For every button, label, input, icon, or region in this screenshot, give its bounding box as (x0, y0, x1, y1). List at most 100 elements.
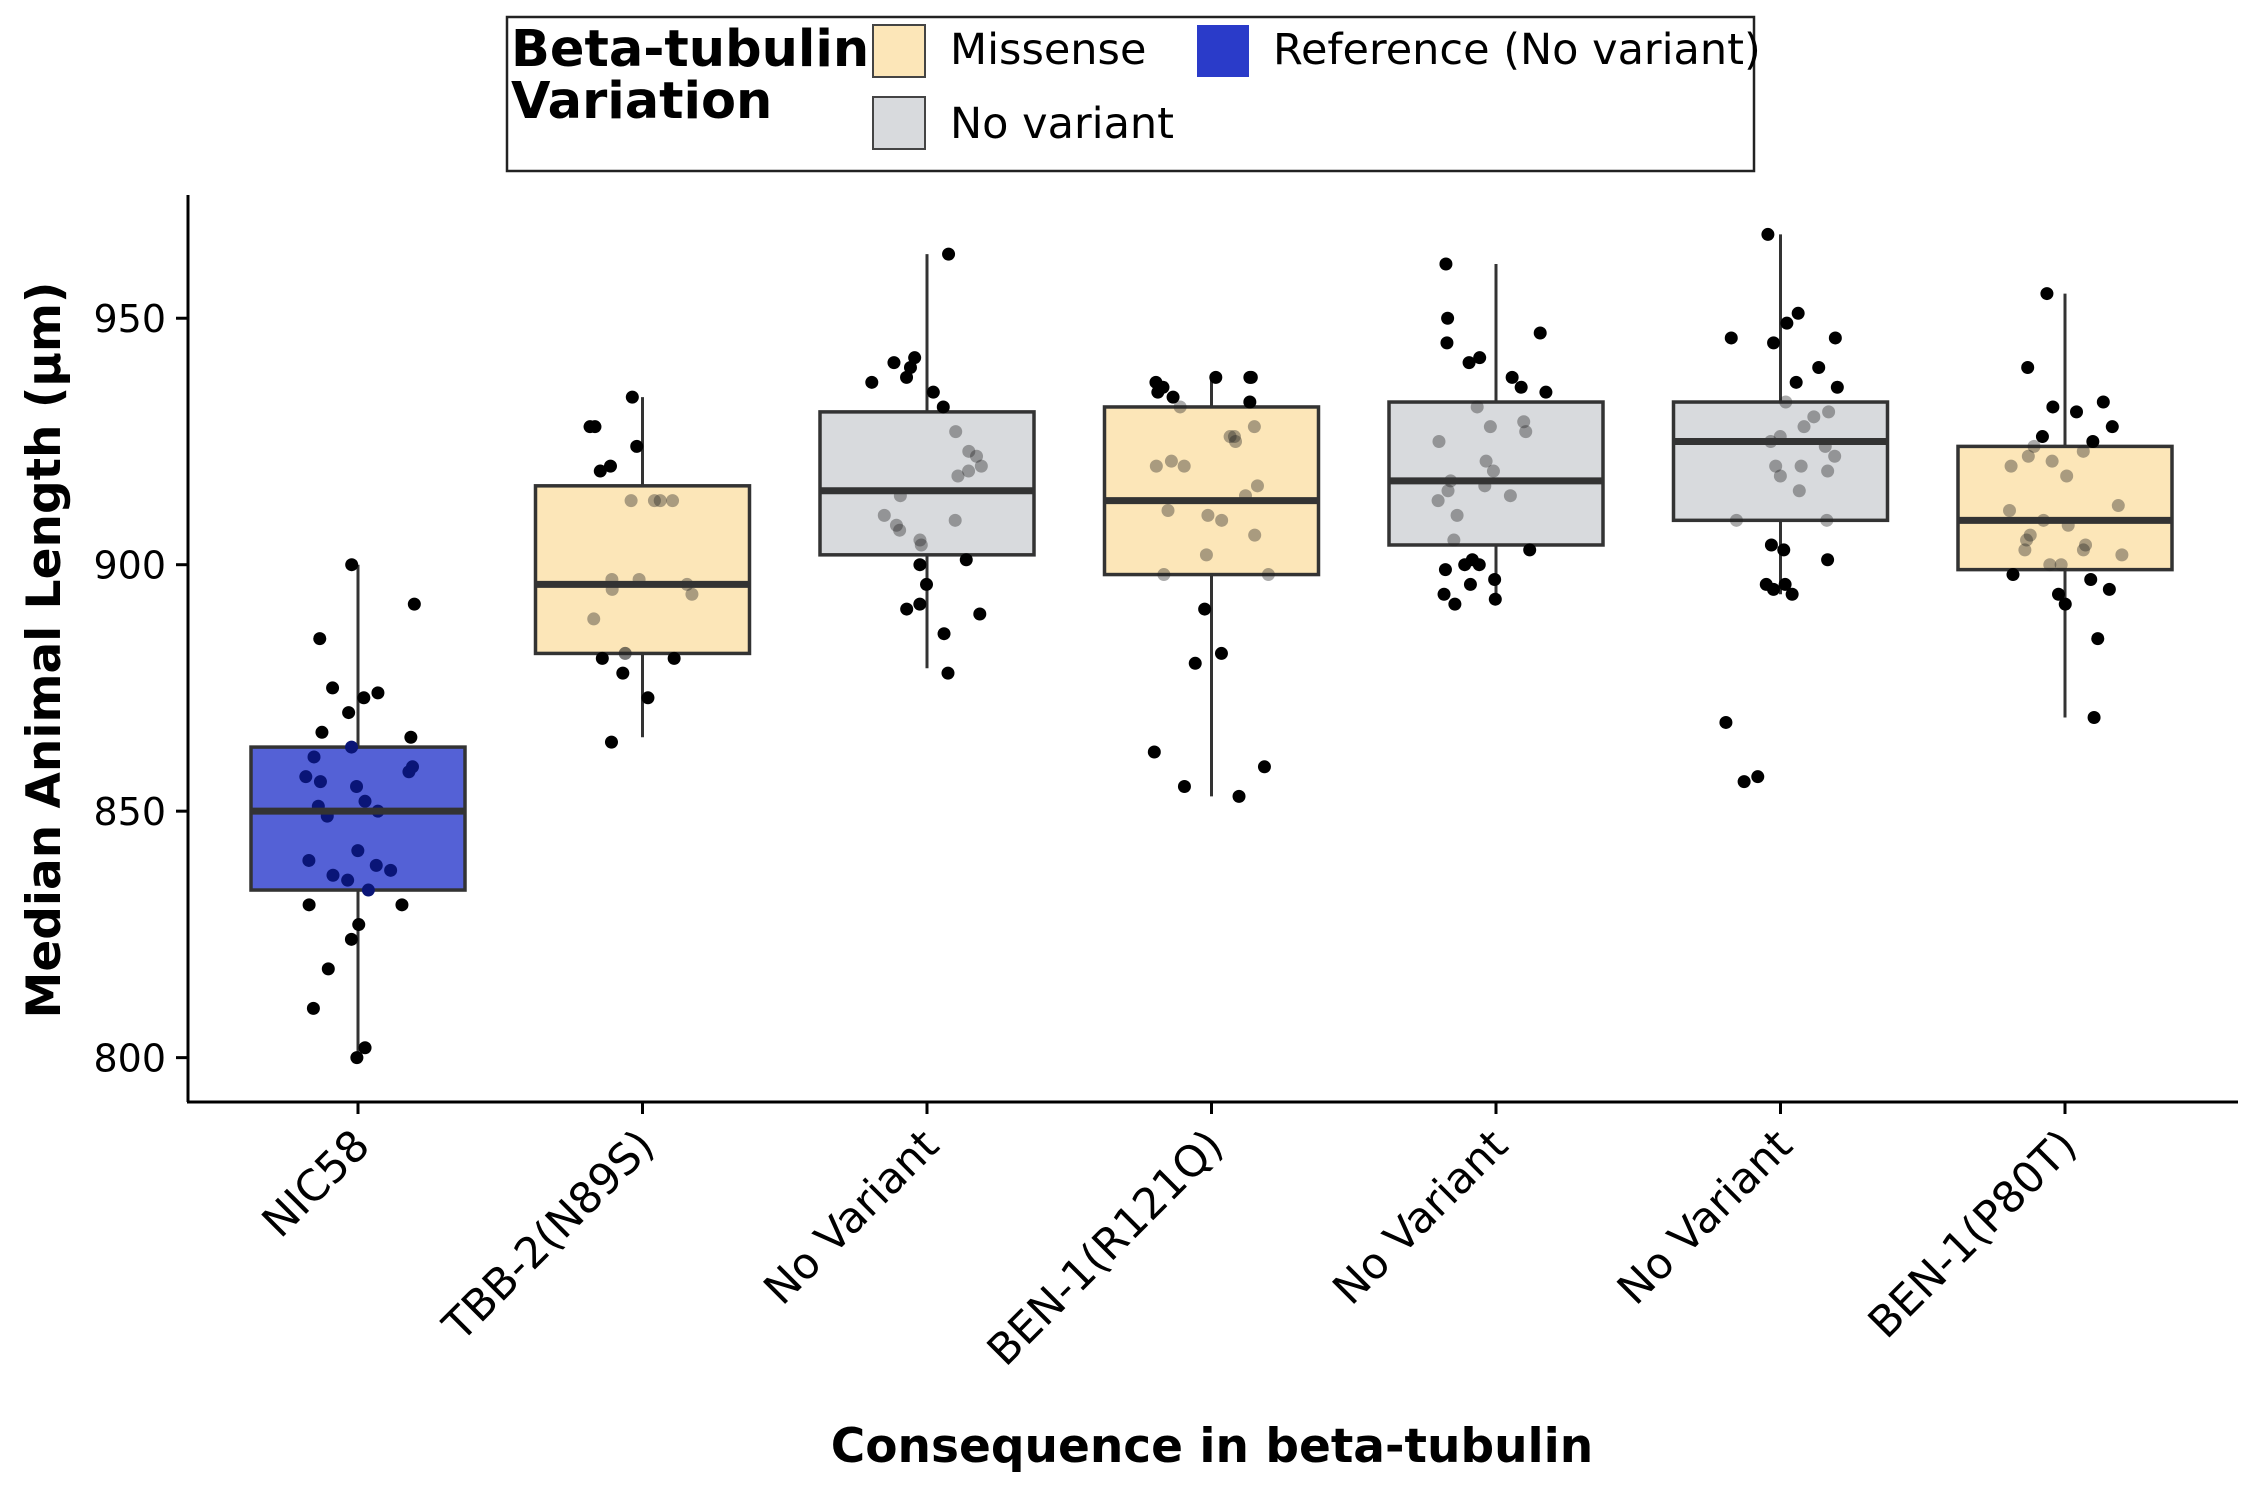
data-point (406, 760, 420, 774)
data-point (595, 651, 609, 665)
data-point (887, 356, 901, 370)
y-tick-label: 800 (93, 1037, 166, 1081)
data-point (920, 577, 934, 591)
data-point (1177, 780, 1191, 794)
data-point (1797, 420, 1811, 434)
data-point (937, 627, 951, 641)
data-point (618, 646, 632, 660)
data-point (893, 523, 907, 537)
data-point (345, 740, 359, 754)
data-point (1830, 380, 1844, 394)
data-point (1523, 543, 1537, 557)
data-point (583, 420, 597, 434)
data-point (1791, 306, 1805, 320)
x-tick-label: NIC58 (253, 1120, 380, 1247)
data-point (313, 775, 327, 789)
data-point (625, 390, 639, 404)
box-group (1102, 370, 1321, 803)
data-point (1450, 508, 1464, 522)
data-point (951, 469, 965, 483)
data-point (1820, 513, 1834, 527)
data-point (647, 494, 661, 508)
data-point (1822, 405, 1836, 419)
data-point (1519, 425, 1533, 439)
data-point (1244, 370, 1258, 384)
x-tick-label: No Variant (1324, 1120, 1518, 1314)
data-point (1539, 385, 1553, 399)
data-point (1777, 543, 1791, 557)
data-point (2058, 597, 2072, 611)
y-axis-title: Median Animal Length (µm) (17, 282, 72, 1019)
data-point (1780, 316, 1794, 330)
data-point (1161, 503, 1175, 517)
data-point (2020, 533, 2034, 547)
data-point (1177, 459, 1191, 473)
legend-swatch-reference (1197, 25, 1249, 77)
data-point (1729, 513, 1743, 527)
x-tick-label: TBB-2(N89S) (433, 1120, 664, 1351)
data-point (593, 464, 607, 478)
data-point (1157, 568, 1171, 582)
data-point (2076, 444, 2090, 458)
data-point (962, 444, 976, 458)
data-point (913, 597, 927, 611)
data-point (1215, 513, 1229, 527)
data-point (1261, 568, 1275, 582)
data-point (1488, 572, 1502, 586)
legend-title-line-2: Variation (511, 72, 772, 131)
legend-frame (505, 15, 1756, 173)
box-iqr (1387, 400, 1605, 547)
data-point (1761, 227, 1775, 241)
data-point (2070, 405, 2084, 419)
data-point (1773, 469, 1787, 483)
data-point (2102, 582, 2116, 596)
data-point (630, 439, 644, 453)
data-point (407, 597, 421, 611)
data-point (1767, 336, 1781, 350)
data-point (936, 400, 950, 414)
data-point (2003, 503, 2017, 517)
data-point (2023, 528, 2037, 542)
data-point (1779, 395, 1793, 409)
data-point (1214, 646, 1228, 660)
data-point (302, 853, 316, 867)
data-point (357, 691, 371, 705)
y-tick-label: 850 (93, 790, 166, 834)
data-point (942, 247, 956, 261)
data-point (913, 558, 927, 572)
box-group (533, 390, 752, 749)
data-point (685, 587, 699, 601)
data-point (1769, 459, 1783, 473)
data-point (2084, 572, 2098, 586)
box-iqr (1671, 400, 1890, 523)
data-point (2105, 420, 2119, 434)
data-point (1719, 715, 1733, 729)
data-point (2111, 499, 2125, 513)
data-point (667, 651, 681, 665)
data-point (970, 449, 984, 463)
data-point (1440, 336, 1454, 350)
data-point (624, 494, 638, 508)
data-point (1173, 400, 1187, 414)
data-point (307, 750, 321, 764)
data-point (1164, 454, 1178, 468)
data-point (900, 602, 914, 616)
data-point (1463, 577, 1477, 591)
x-axis-title: Consequence in beta-tubulin (831, 1419, 1594, 1474)
data-point (1247, 420, 1261, 434)
data-point (1517, 415, 1531, 429)
boxes-layer (249, 227, 2174, 1065)
data-point (350, 1051, 364, 1065)
y-tick-label: 900 (93, 544, 166, 588)
data-point (321, 962, 335, 976)
x-tick-label: BEN-1(P80T) (1859, 1120, 2087, 1348)
data-point (889, 518, 903, 532)
data-point (1821, 553, 1835, 567)
data-point (1724, 331, 1738, 345)
data-point (1441, 311, 1455, 325)
data-point (2115, 548, 2129, 562)
data-point (1149, 375, 1163, 389)
data-point (914, 538, 928, 552)
box-iqr (1956, 444, 2174, 572)
